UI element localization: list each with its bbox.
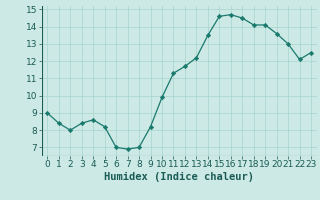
X-axis label: Humidex (Indice chaleur): Humidex (Indice chaleur) xyxy=(104,172,254,182)
